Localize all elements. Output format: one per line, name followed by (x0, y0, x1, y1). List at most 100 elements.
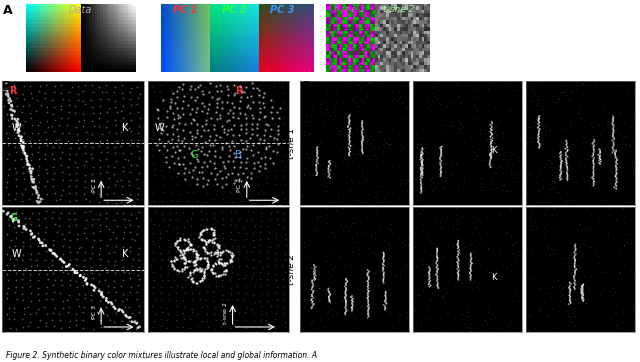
Point (216, 283, 227, 289)
Point (86, 151, 96, 157)
Point (349, 89, 359, 94)
Point (168, 144, 178, 150)
Point (560, 269, 570, 275)
Point (197, 100, 207, 106)
Point (466, 262, 476, 268)
Point (33, 243, 43, 249)
Point (483, 87, 493, 93)
Point (10, 130, 20, 136)
Point (534, 286, 544, 292)
Point (417, 169, 427, 175)
Point (101, 223, 111, 228)
Point (577, 290, 588, 296)
Point (458, 214, 468, 220)
Point (225, 257, 235, 263)
Point (16, 143, 26, 149)
Point (124, 270, 134, 276)
Point (299, 171, 309, 177)
Point (340, 310, 350, 316)
Point (467, 261, 477, 266)
Point (225, 107, 235, 113)
Point (42, 142, 52, 147)
Point (342, 278, 353, 284)
Point (204, 142, 214, 147)
Point (253, 91, 263, 97)
Point (568, 107, 578, 113)
Point (209, 229, 219, 235)
Point (279, 284, 289, 290)
Point (515, 318, 525, 324)
Point (188, 117, 198, 122)
Point (344, 114, 354, 120)
Point (477, 240, 487, 245)
Point (364, 302, 374, 308)
Point (548, 305, 558, 311)
Point (109, 84, 120, 90)
Point (554, 96, 564, 102)
Point (175, 161, 185, 167)
Point (363, 291, 373, 297)
Point (410, 229, 420, 235)
Point (3, 143, 13, 148)
Point (453, 275, 463, 281)
Point (156, 82, 166, 88)
Point (305, 305, 316, 311)
Point (600, 197, 611, 203)
Point (205, 80, 215, 86)
Point (467, 256, 477, 261)
Point (433, 281, 443, 287)
Point (195, 268, 205, 274)
Point (64, 198, 74, 204)
Point (117, 307, 127, 313)
Point (314, 285, 324, 291)
Point (379, 275, 389, 281)
Point (599, 135, 609, 141)
Point (569, 255, 579, 261)
Point (513, 178, 524, 184)
Point (348, 248, 358, 254)
Point (369, 230, 380, 236)
Point (271, 231, 281, 237)
Point (463, 324, 473, 330)
Point (342, 163, 353, 168)
Point (197, 277, 207, 283)
Point (207, 237, 217, 243)
Point (310, 311, 320, 316)
Point (118, 309, 128, 315)
Point (543, 320, 554, 326)
Point (486, 156, 496, 162)
Point (187, 296, 197, 302)
Point (355, 198, 365, 203)
Point (202, 312, 212, 317)
Point (413, 165, 423, 171)
Point (217, 209, 227, 215)
Point (527, 222, 537, 228)
Point (321, 258, 331, 264)
Point (179, 127, 189, 133)
Point (42, 118, 52, 124)
Point (4, 100, 14, 106)
Point (432, 250, 442, 256)
Point (300, 282, 310, 288)
Point (101, 156, 111, 162)
Point (534, 79, 544, 85)
Point (608, 127, 618, 132)
Point (306, 297, 316, 303)
Point (9, 224, 19, 230)
Point (304, 155, 314, 161)
Point (587, 174, 597, 180)
Point (362, 282, 372, 288)
Point (470, 214, 480, 219)
Point (178, 237, 188, 243)
Point (564, 293, 575, 299)
Point (79, 263, 89, 269)
Point (185, 129, 195, 134)
Point (344, 138, 355, 143)
Point (605, 314, 616, 320)
Point (179, 170, 189, 176)
Point (4, 197, 15, 203)
Point (7, 104, 17, 109)
Point (446, 172, 456, 178)
Point (52, 253, 62, 259)
Point (356, 97, 367, 102)
